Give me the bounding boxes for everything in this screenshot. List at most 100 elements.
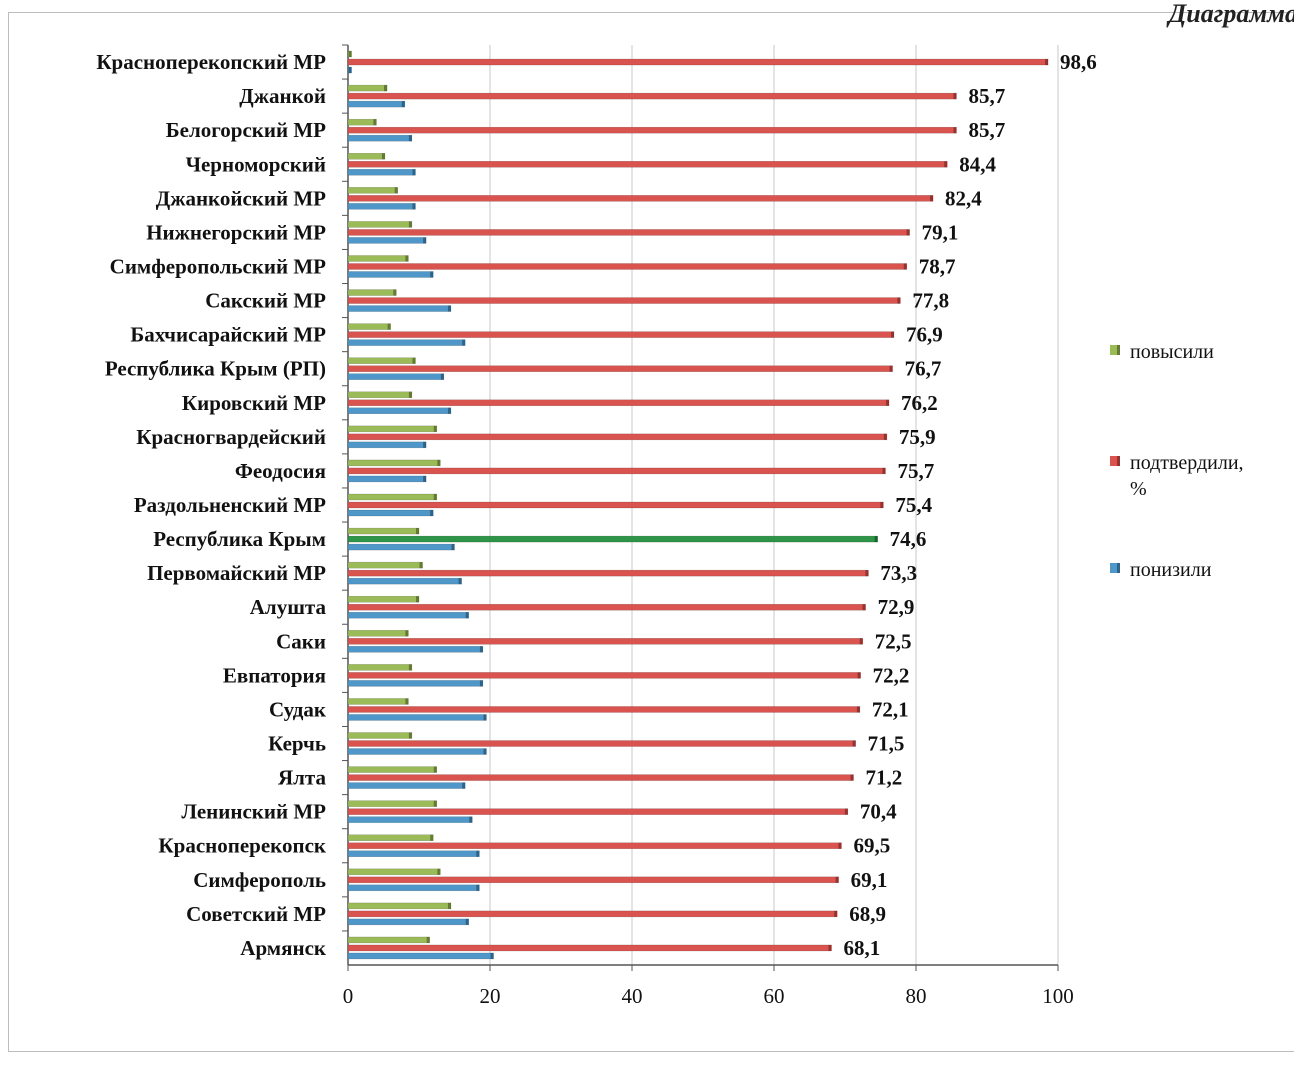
- bar-end-cap: [423, 237, 427, 244]
- bar-ponizili: [347, 373, 445, 380]
- bar-end-cap: [433, 800, 437, 807]
- bar-end-cap: [416, 596, 419, 603]
- data-label: 98,6: [1060, 50, 1097, 74]
- bar-end-cap: [953, 127, 957, 134]
- bar-povysili: [347, 561, 423, 569]
- bar-podtverdili: [347, 433, 888, 441]
- bar-ponizili: [347, 441, 427, 449]
- bar-end-cap: [465, 918, 469, 925]
- bar-podtverdili: [347, 808, 849, 815]
- bar-podtverdili: [347, 842, 842, 849]
- category-label: Республика Крым: [153, 527, 326, 551]
- legend-swatch-shade-2: [1117, 563, 1120, 573]
- bar-podtverdili: [347, 331, 895, 338]
- x-tick-label-20: 20: [480, 984, 501, 1008]
- category-label: Керчь: [268, 732, 326, 756]
- bar-end-cap: [479, 680, 483, 687]
- bar-end-cap: [348, 67, 352, 74]
- category-label: Ленинский МР: [181, 800, 326, 824]
- data-label: 72,1: [872, 697, 909, 721]
- category-label: Черноморский: [186, 152, 326, 176]
- bar-end-cap: [834, 910, 838, 917]
- bar-podtverdili: [347, 365, 893, 372]
- bar-podtverdili: [347, 297, 901, 304]
- bar-povysili: [347, 153, 386, 160]
- bar-end-cap: [430, 271, 434, 278]
- bar-povysili: [347, 357, 416, 364]
- bar-povysili: [347, 834, 434, 841]
- category-label: Красноперекопск: [158, 834, 326, 858]
- category-label: Симферопольский МР: [110, 254, 326, 278]
- x-tick-label-60: 60: [764, 984, 785, 1008]
- bar-end-cap: [897, 297, 901, 304]
- bar-end-cap: [886, 399, 890, 406]
- bar-podtverdili: [347, 399, 890, 407]
- category-label: Феодосия: [235, 459, 326, 483]
- data-label: 69,1: [851, 868, 888, 892]
- category-label: Сакский МР: [205, 289, 326, 313]
- category-label: Джанкой: [239, 84, 326, 108]
- data-label: 69,5: [853, 834, 890, 858]
- bar-end-cap: [430, 834, 434, 841]
- bar-podtverdili: [347, 501, 884, 509]
- bar-povysili: [347, 698, 409, 705]
- bar-end-cap: [373, 119, 377, 126]
- data-label: 68,9: [849, 902, 886, 926]
- bar-end-cap: [465, 612, 469, 619]
- bar-end-cap: [394, 187, 398, 194]
- legend-label-1-line2: %: [1130, 478, 1147, 500]
- bar-povysili: [347, 391, 413, 399]
- data-label: 72,2: [873, 663, 910, 687]
- bar-povysili: [347, 221, 413, 228]
- category-label: Первомайский МР: [147, 561, 326, 585]
- bar-end-cap: [476, 884, 480, 891]
- bar-podtverdili: [347, 944, 832, 952]
- bar-podtverdili: [347, 195, 934, 202]
- bar-end-cap: [412, 357, 416, 364]
- bar-podtverdili: [347, 229, 910, 236]
- bar-end-cap: [433, 766, 437, 773]
- bar-povysili: [347, 527, 420, 535]
- bar-end-cap: [890, 331, 894, 338]
- bar-end-cap: [408, 732, 412, 739]
- bar-ponizili: [347, 237, 427, 244]
- bar-end-cap: [384, 85, 388, 92]
- bar-end-cap: [348, 51, 352, 58]
- data-label: 74,6: [890, 527, 927, 551]
- bar-end-cap: [393, 289, 397, 296]
- bar-podtverdili: [347, 535, 878, 543]
- legend-label-1: подтвердили,: [1130, 452, 1244, 474]
- bar-povysili: [347, 459, 441, 467]
- bar-end-cap: [458, 578, 462, 585]
- bar-podtverdili: [347, 876, 839, 884]
- bar-ponizili: [347, 475, 427, 483]
- bar-end-cap: [838, 842, 842, 849]
- data-label: 72,5: [875, 629, 912, 653]
- corner-caption: Диаграмма: [1168, 0, 1294, 28]
- bar-end-cap: [387, 323, 391, 330]
- bar-podtverdili: [347, 467, 886, 475]
- bar-podtverdili: [347, 126, 957, 134]
- bar-podtverdili: [347, 910, 838, 918]
- legend-swatch-2: [1110, 563, 1120, 573]
- legend-swatch-1: [1110, 456, 1120, 466]
- x-tick-label-0: 0: [343, 984, 354, 1008]
- bar-ponizili: [347, 271, 434, 278]
- category-label: Армянск: [240, 936, 327, 960]
- bar-end-cap: [469, 816, 473, 823]
- bar-podtverdili: [347, 638, 863, 645]
- category-label: Республика Крым (РП): [105, 357, 326, 381]
- data-label: 82,4: [945, 186, 982, 210]
- bar-end-cap: [412, 169, 416, 176]
- bar-ponizili: [347, 66, 352, 74]
- bar-podtverdili: [347, 161, 948, 168]
- bar-end-cap: [883, 433, 887, 440]
- data-label: 79,1: [922, 220, 959, 244]
- category-label: Евпатория: [223, 663, 326, 687]
- bar-podtverdili: [347, 706, 861, 713]
- bar-povysili: [347, 766, 437, 773]
- bar-end-cap: [419, 562, 423, 569]
- bar-podtverdili: [347, 603, 866, 611]
- data-label: 85,7: [968, 84, 1005, 108]
- bar-end-cap: [852, 740, 856, 747]
